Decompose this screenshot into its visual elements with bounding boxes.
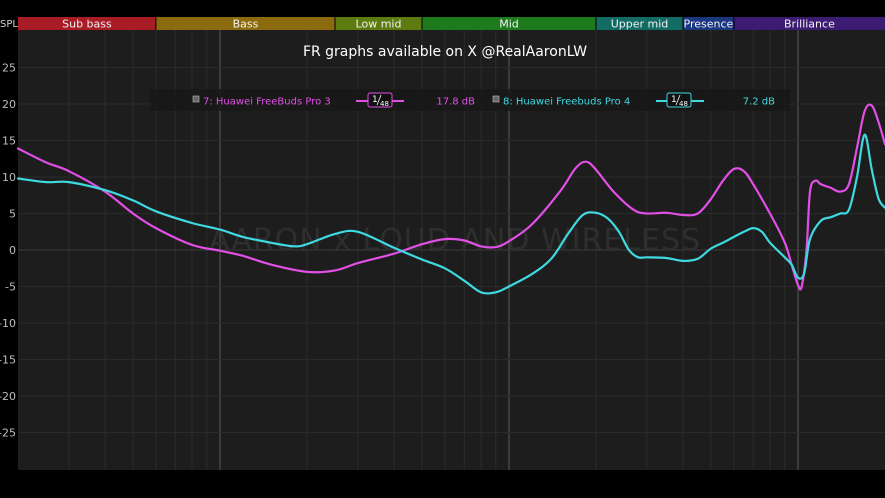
y-tick-label: 0 bbox=[9, 244, 16, 257]
series-line-1 bbox=[16, 103, 885, 291]
y-tick-label: 10 bbox=[2, 171, 16, 184]
band-low-mid bbox=[335, 17, 423, 30]
legend-checkbox[interactable] bbox=[192, 95, 200, 103]
band-upper-mid bbox=[596, 17, 683, 30]
band-sub-bass bbox=[18, 17, 156, 30]
y-tick-label: -25 bbox=[0, 427, 16, 440]
y-tick-label: -10 bbox=[0, 317, 16, 330]
band-label: Low mid bbox=[356, 18, 402, 31]
legend-checkbox[interactable] bbox=[492, 95, 500, 103]
band-label: Mid bbox=[499, 18, 519, 31]
y-tick-label: -15 bbox=[0, 354, 16, 367]
band-label: Presence bbox=[684, 18, 734, 31]
legend: 7: Huawei FreeBuds Pro 3 1 48 17.8 dB 8: Hua… bbox=[150, 89, 790, 111]
smoothing-slash bbox=[376, 94, 382, 106]
y-tick-label: -20 bbox=[0, 390, 16, 403]
band-mid bbox=[422, 17, 596, 30]
y-tick-label: 25 bbox=[2, 62, 16, 75]
y-tick-label: 15 bbox=[2, 135, 16, 148]
smoothing-numerator: 1 bbox=[671, 95, 677, 105]
smoothing-badge[interactable] bbox=[367, 92, 393, 108]
smoothing-badge[interactable] bbox=[666, 92, 692, 108]
legend-series-name: 8: Huawei Freebuds Pro 4 bbox=[503, 97, 630, 108]
band-label: Upper mid bbox=[611, 18, 669, 31]
chart-title: FR graphs available on X @RealAaronLW bbox=[303, 44, 587, 60]
smoothing-numerator: 1 bbox=[372, 95, 378, 105]
legend-value: 7.2 dB bbox=[743, 97, 775, 108]
series-lines bbox=[16, 103, 885, 295]
smoothing-denominator: 48 bbox=[679, 100, 688, 108]
band-label: Sub bass bbox=[62, 18, 112, 31]
legend-series-name: 7: Huawei FreeBuds Pro 3 bbox=[203, 97, 331, 108]
watermark: AARON x LOUD AND WIRELESS bbox=[209, 223, 701, 258]
legend-value: 17.8 dB bbox=[436, 97, 475, 108]
band-label: Brilliance bbox=[784, 18, 835, 31]
y-axis-label: SPL bbox=[0, 19, 18, 30]
band-presence bbox=[682, 17, 734, 30]
y-tick-label: 5 bbox=[9, 208, 16, 221]
smoothing-slash bbox=[675, 94, 681, 106]
y-tick-label: -5 bbox=[5, 281, 16, 294]
series-line-2 bbox=[16, 133, 885, 295]
band-bass bbox=[155, 17, 336, 30]
band-label: Bass bbox=[233, 18, 259, 31]
y-tick-label: 20 bbox=[2, 98, 16, 111]
smoothing-denominator: 48 bbox=[380, 100, 389, 108]
legend-background bbox=[150, 89, 790, 111]
y-axis-ticks: 25 20 15 10 5 0 -5 -10 -15 -20 -25 bbox=[0, 62, 16, 440]
band-brilliance bbox=[733, 17, 885, 30]
frequency-bands: Sub bass Bass Low mid Mid Upper mid Presence B… bbox=[18, 17, 885, 31]
